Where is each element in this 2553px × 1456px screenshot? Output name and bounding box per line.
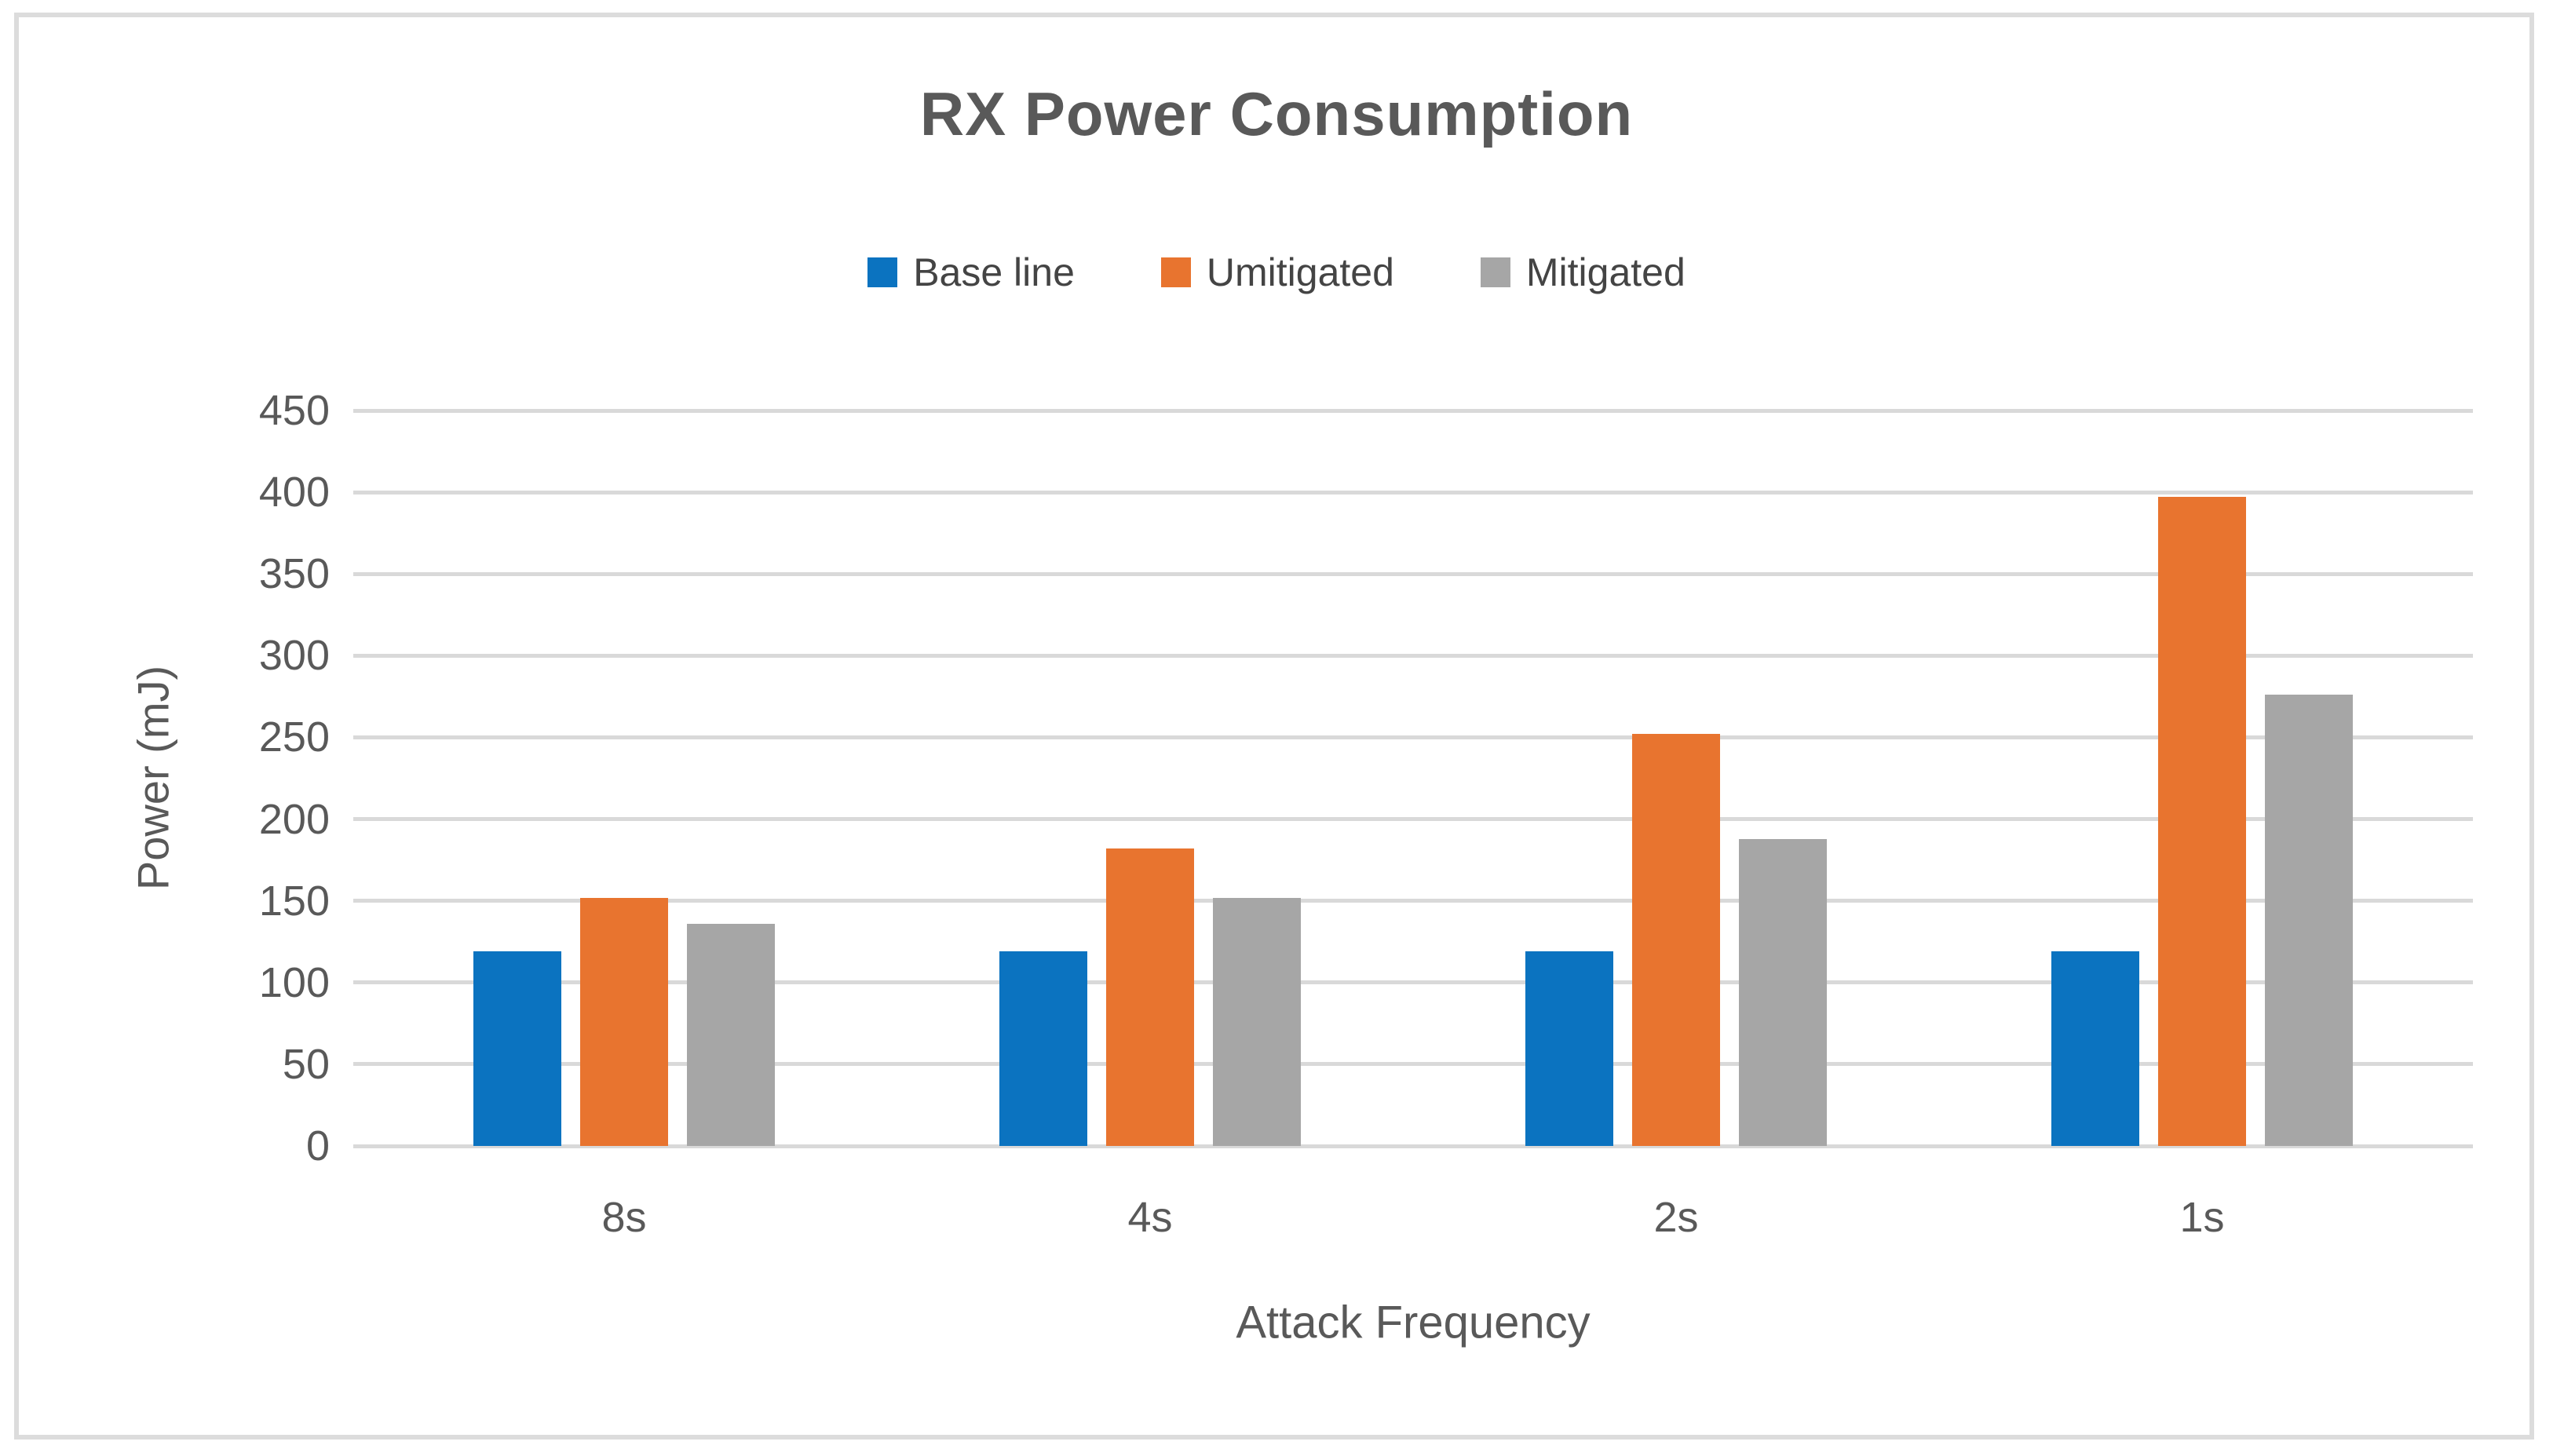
gridline-0: [353, 1144, 2473, 1148]
x-tick-label-2s: 2s: [1653, 1194, 1699, 1241]
bar-group-1s: [2051, 497, 2353, 1146]
bar-base-line-2s: [1525, 951, 1613, 1146]
bar-mitigated-8s: [687, 923, 775, 1146]
bar-base-line-1s: [2051, 951, 2139, 1146]
x-tick-label-4s: 4s: [1127, 1194, 1173, 1241]
gridline-50: [353, 1062, 2473, 1067]
legend-swatch-icon: [1480, 257, 1510, 287]
bar-group-8s: [473, 897, 775, 1146]
gridline-450: [353, 408, 2473, 413]
x-tick-label-8s: 8s: [601, 1194, 647, 1241]
y-tick-label-200: 200: [258, 795, 330, 843]
y-tick-label-0: 0: [305, 1122, 330, 1170]
legend-item-umitigated: Umitigated: [1160, 250, 1394, 295]
gridline-350: [353, 571, 2473, 576]
legend: Base line Umitigated Mitigated: [0, 250, 2553, 295]
gridline-400: [353, 490, 2473, 494]
bar-mitigated-4s: [1213, 897, 1301, 1146]
y-tick-label-100: 100: [258, 958, 330, 1006]
plot-area: 0 50 100 150 200 250 300 350 400 450 8s 4s 2s 1s: [259, 389, 2473, 1241]
bar-base-line-8s: [473, 951, 561, 1146]
gridline-100: [353, 980, 2473, 985]
y-tick-label-350: 350: [258, 550, 330, 598]
legend-label: Base line: [913, 250, 1075, 294]
bar-group-4s: [999, 848, 1301, 1146]
bar-umitigated-2s: [1632, 734, 1720, 1146]
gridline-300: [353, 653, 2473, 658]
bar-umitigated-8s: [580, 897, 668, 1146]
bar-group-2s: [1525, 734, 1827, 1146]
legend-swatch-icon: [1160, 257, 1191, 287]
legend-label: Mitigated: [1525, 250, 1686, 294]
x-axis-title: Attack Frequency: [1236, 1297, 1591, 1348]
chart-frame-border: [14, 13, 2534, 1440]
legend-label: Umitigated: [1206, 250, 1394, 294]
legend-item-mitigated: Mitigated: [1480, 250, 1686, 295]
y-tick-label-250: 250: [258, 713, 330, 761]
legend-item-base-line: Base line: [867, 250, 1075, 295]
bar-mitigated-2s: [1739, 838, 1827, 1146]
gridline-150: [353, 899, 2473, 903]
x-tick-label-1s: 1s: [2179, 1194, 2225, 1241]
bar-base-line-4s: [999, 951, 1087, 1146]
y-tick-label-300: 300: [258, 632, 330, 680]
legend-swatch-icon: [867, 257, 898, 287]
y-tick-label-50: 50: [282, 1040, 330, 1088]
bar-mitigated-1s: [2265, 695, 2353, 1146]
gridline-250: [353, 735, 2473, 739]
y-tick-label-400: 400: [258, 469, 330, 516]
y-tick-label-150: 150: [258, 877, 330, 925]
chart-title: RX Power Consumption: [919, 79, 1634, 148]
bar-umitigated-4s: [1106, 848, 1194, 1146]
y-axis-title: Power (mJ): [128, 665, 178, 891]
gridline-200: [353, 817, 2473, 822]
y-tick-label-450: 450: [258, 387, 330, 434]
bar-umitigated-1s: [2158, 497, 2246, 1146]
